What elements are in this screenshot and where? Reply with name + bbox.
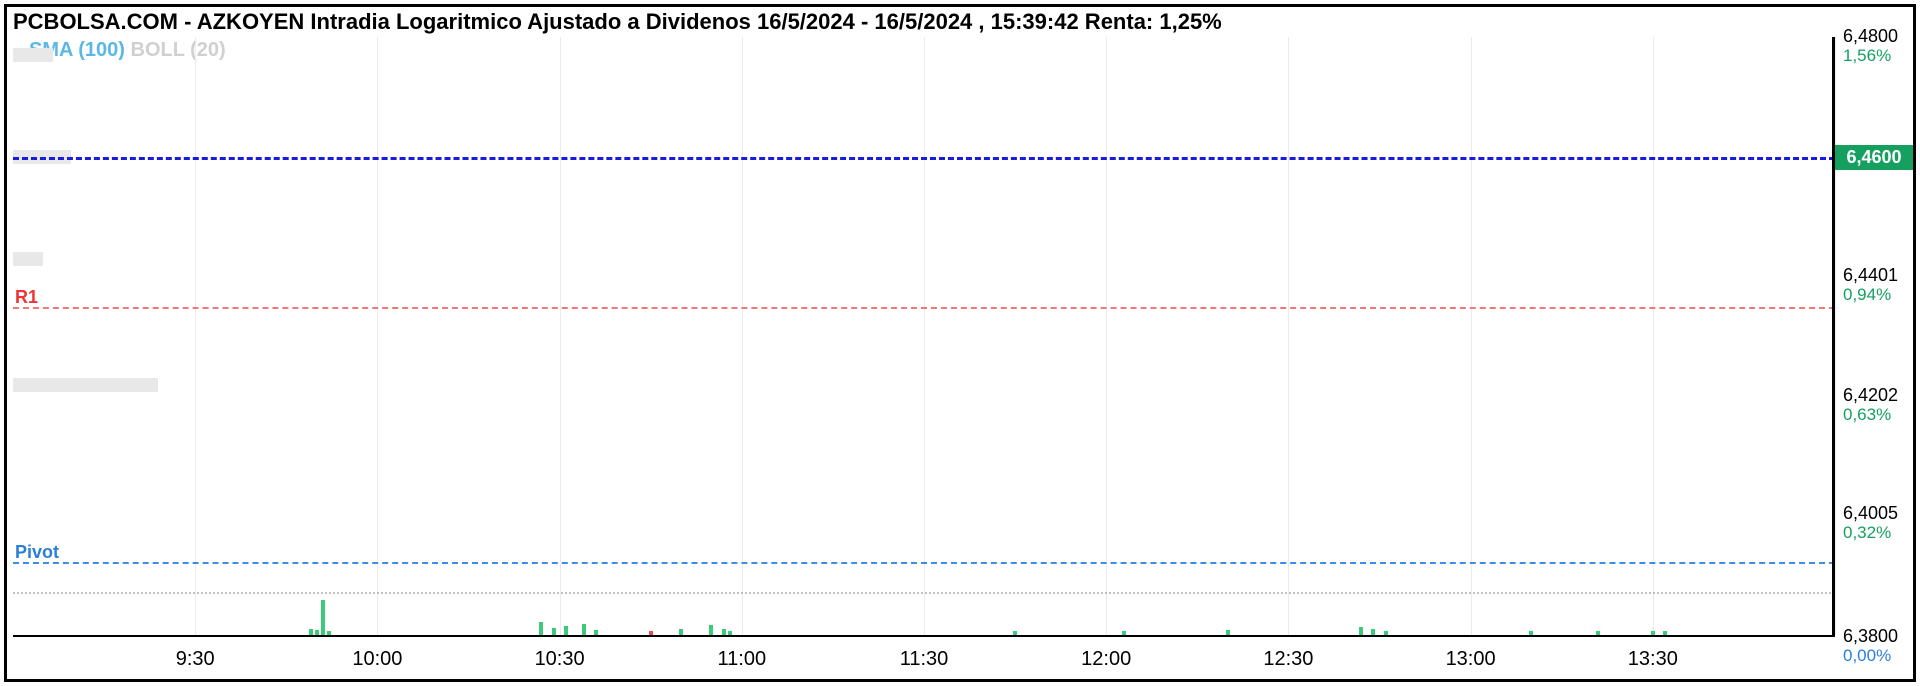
horizontal-line xyxy=(13,562,1835,564)
volume-bar xyxy=(1651,631,1655,635)
gridline-vertical xyxy=(1471,37,1472,635)
gridline-vertical xyxy=(377,37,378,635)
volume-bar xyxy=(1384,631,1388,635)
volume-bar xyxy=(1529,631,1533,635)
volume-bar xyxy=(564,626,568,635)
volume-bar xyxy=(1359,627,1363,635)
volume-bar xyxy=(1371,629,1375,635)
volume-bar xyxy=(309,629,313,635)
horizontal-line xyxy=(13,307,1835,309)
grey-marker xyxy=(13,252,43,266)
y-tick-price: 6,4005 xyxy=(1843,504,1909,524)
x-axis-tick: 13:30 xyxy=(1628,648,1678,671)
volume-bar xyxy=(539,622,543,635)
volume-bar xyxy=(1013,631,1017,635)
x-axis-tick: 9:30 xyxy=(176,648,215,671)
x-axis-tick: 13:00 xyxy=(1446,648,1496,671)
volume-bar xyxy=(594,630,598,635)
y-axis-tick: 6,38000,00% xyxy=(1837,627,1909,665)
current-price-badge: 6,4600 xyxy=(1835,145,1913,170)
line-label: R1 xyxy=(13,287,38,308)
volume-bar xyxy=(728,631,732,635)
grey-marker xyxy=(13,48,53,62)
y-tick-price: 6,4401 xyxy=(1843,266,1909,286)
gridline-vertical xyxy=(924,37,925,635)
gridline-vertical xyxy=(560,37,561,635)
x-axis-tick: 12:00 xyxy=(1081,648,1131,671)
volume-bar xyxy=(582,624,586,635)
x-axis-tick: 11:00 xyxy=(718,648,767,671)
y-tick-pct: 1,56% xyxy=(1843,47,1909,66)
y-tick-pct: 0,94% xyxy=(1843,286,1909,305)
gridline-vertical xyxy=(1835,37,1836,635)
chart-title: PCBOLSA.COM - AZKOYEN Intradia Logaritmi… xyxy=(13,9,1222,35)
x-axis-tick: 10:30 xyxy=(535,648,585,671)
volume-bar xyxy=(552,628,556,635)
horizontal-line xyxy=(13,592,1835,594)
volume-bar xyxy=(1226,630,1230,635)
gridline-vertical xyxy=(742,37,743,635)
volume-bar xyxy=(709,625,713,635)
volume-bar xyxy=(321,600,325,635)
x-axis-tick: 12:30 xyxy=(1263,648,1313,671)
volume-bar xyxy=(1122,631,1126,635)
volume-bar xyxy=(649,631,653,635)
grey-marker xyxy=(13,378,158,392)
volume-bar xyxy=(722,629,726,635)
horizontal-line xyxy=(13,157,1835,160)
x-axis-tick: 11:30 xyxy=(900,648,949,671)
y-tick-price: 6,4202 xyxy=(1843,386,1909,406)
y-axis-divider xyxy=(1832,37,1835,637)
y-axis-tick: 6,44010,94% xyxy=(1837,266,1909,304)
chart-frame: PCBOLSA.COM - AZKOYEN Intradia Logaritmi… xyxy=(4,4,1916,682)
y-tick-price: 6,3800 xyxy=(1843,627,1909,647)
y-tick-pct: 0,32% xyxy=(1843,524,1909,543)
volume-bar xyxy=(327,631,331,635)
y-tick-pct: 0,63% xyxy=(1843,406,1909,425)
x-axis-tick: 10:00 xyxy=(352,648,402,671)
y-tick-price: 6,4800 xyxy=(1843,27,1909,47)
y-axis-tick: 6,48001,56% xyxy=(1837,27,1909,65)
plot-area: R1 Pivot xyxy=(13,37,1835,637)
y-axis-tick: 6,40050,32% xyxy=(1837,504,1909,542)
line-label: Pivot xyxy=(13,542,59,563)
gridline-vertical xyxy=(1288,37,1289,635)
gridline-vertical xyxy=(1653,37,1654,635)
volume-bar xyxy=(1663,631,1667,635)
y-tick-pct: 0,00% xyxy=(1843,647,1909,666)
y-axis-tick: 6,42020,63% xyxy=(1837,386,1909,424)
volume-bar xyxy=(1596,631,1600,635)
volume-bar xyxy=(679,629,683,635)
gridline-vertical xyxy=(1106,37,1107,635)
volume-bar xyxy=(315,630,319,635)
gridline-vertical xyxy=(195,37,196,635)
